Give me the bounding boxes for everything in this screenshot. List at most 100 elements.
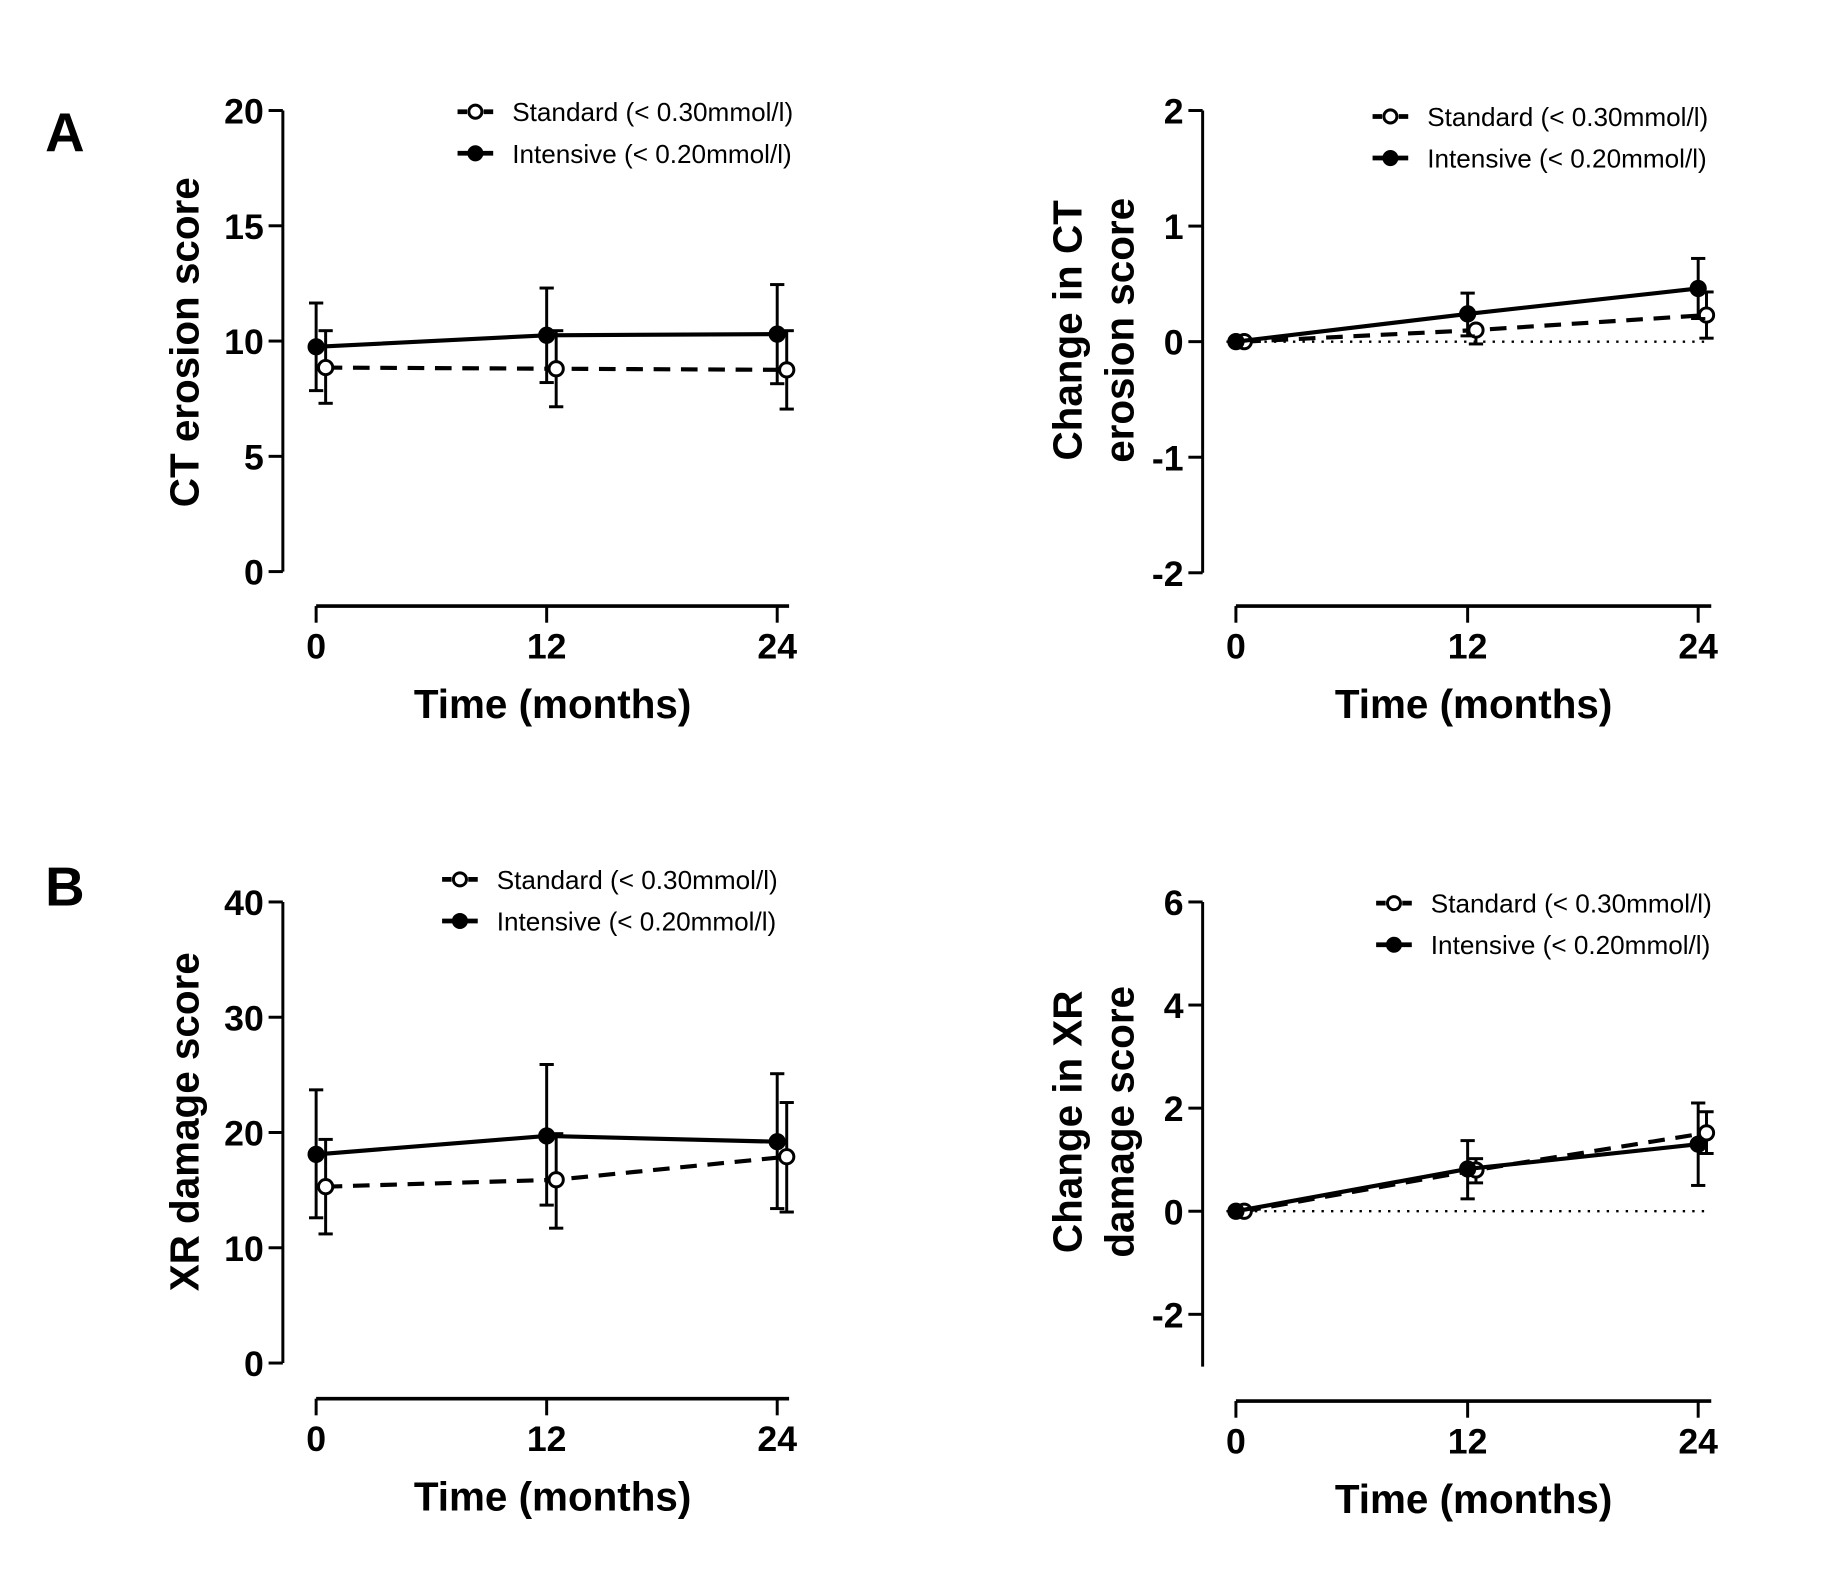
data-point: [317, 358, 335, 377]
legend-marker: [467, 103, 484, 120]
x-tick-label: 12: [1448, 626, 1488, 666]
series-standard: [1235, 290, 1716, 351]
x-tick-label: 24: [1678, 1421, 1718, 1461]
y-tick-label: 1: [1164, 207, 1184, 247]
x-axis-title: Time (months): [414, 1473, 692, 1519]
data-point: [538, 1127, 556, 1145]
data-point: [778, 1148, 796, 1166]
x-tick-label: 0: [306, 626, 326, 666]
x-tick-label: 24: [757, 626, 797, 666]
y-tick-label: 20: [224, 1114, 264, 1154]
data-point: [778, 361, 796, 379]
data-point: [307, 1145, 325, 1164]
data-point: [317, 1178, 335, 1196]
legend-item-intensive: Intensive (< 0.20mmol/l): [457, 139, 792, 169]
y-tick-label: 4: [1164, 986, 1184, 1026]
y-tick-label: 10: [224, 1229, 264, 1269]
legend-item-standard: Standard (< 0.30mmol/l): [457, 97, 793, 127]
series-intensive: [307, 283, 786, 393]
x-tick-label: 12: [527, 1419, 567, 1459]
legend-marker: [451, 871, 468, 888]
y-axis-title: Change in CT: [1044, 200, 1090, 461]
data-point: [1689, 1135, 1707, 1153]
data-point: [1689, 279, 1707, 298]
legend-item-intensive: Intensive (< 0.20mmol/l): [1376, 930, 1710, 960]
legend-label: Intensive (< 0.20mmol/l): [497, 906, 777, 936]
y-tick-label: 10: [224, 322, 264, 362]
y-tick-label: 0: [244, 553, 264, 593]
data-point: [307, 338, 325, 356]
legend-item-intensive: Intensive (< 0.20mmol/l): [442, 906, 776, 936]
legend-marker: [1382, 150, 1399, 167]
x-tick-label: 0: [306, 1419, 326, 1459]
legend-marker: [1385, 936, 1402, 953]
y-tick-label: 0: [1164, 323, 1184, 363]
legend-label: Standard (< 0.30mmol/l): [1431, 889, 1712, 919]
y-tick-label: 30: [224, 998, 264, 1038]
legend-marker: [1385, 895, 1402, 912]
y-tick-label: 0: [1164, 1192, 1184, 1232]
y-tick-label: -1: [1152, 438, 1184, 478]
legend-marker: [451, 912, 468, 929]
y-tick-label: 2: [1164, 1089, 1184, 1129]
series-line: [1243, 1130, 1707, 1214]
chart-panel-B-left: B 0 10 20 30 40 XR damage score 0 12 24 Time (mont…: [45, 857, 797, 1520]
legend-label: Standard (< 0.30mmol/l): [497, 865, 778, 895]
y-tick-label: 0: [244, 1344, 264, 1384]
y-axis-title: damage score: [1097, 986, 1143, 1258]
y-tick-label: 40: [224, 883, 264, 923]
data-point: [538, 326, 556, 344]
legend-item-intensive: Intensive (< 0.20mmol/l): [1372, 144, 1707, 174]
y-tick-label: -2: [1152, 554, 1184, 594]
data-point: [547, 360, 565, 378]
legend-marker: [467, 145, 484, 162]
series-intensive: [1227, 1101, 1707, 1220]
legend-item-standard: Standard (< 0.30mmol/l): [1376, 889, 1712, 919]
y-axis-title: XR damage score: [161, 952, 207, 1291]
x-axis-title: Time (months): [1335, 681, 1613, 727]
y-tick-label: -2: [1152, 1295, 1184, 1335]
data-point: [1459, 305, 1477, 323]
y-tick-label: 20: [224, 92, 264, 132]
chart-panel-A-left: A 0 5 10 15 20 CT erosion score 0 12 24 Time (mont…: [45, 92, 797, 727]
legend-label: Intensive (< 0.20mmol/l): [1431, 930, 1711, 960]
panel-label: A: [45, 102, 84, 163]
y-tick-label: 15: [224, 207, 264, 247]
legend-marker: [1382, 108, 1399, 125]
data-point: [1227, 333, 1245, 351]
x-tick-label: 0: [1226, 626, 1246, 666]
x-axis-title: Time (months): [1335, 1476, 1613, 1522]
series-intensive: [1227, 256, 1707, 351]
y-axis-title: Change in XR: [1044, 991, 1090, 1254]
panel-label: B: [45, 857, 84, 918]
legend-item-standard: Standard (< 0.30mmol/l): [1372, 102, 1708, 132]
series-standard: [317, 329, 796, 411]
y-axis-title: CT erosion score: [161, 177, 207, 507]
data-point: [768, 1133, 786, 1151]
data-point: [1227, 1202, 1245, 1220]
y-tick-label: 6: [1164, 883, 1184, 923]
y-tick-label: 2: [1164, 92, 1184, 132]
x-tick-label: 0: [1226, 1421, 1246, 1461]
legend-label: Intensive (< 0.20mmol/l): [1427, 144, 1707, 174]
data-point: [547, 1171, 565, 1189]
series-standard: [1235, 1110, 1716, 1220]
x-axis-title: Time (months): [414, 681, 692, 727]
series-intensive: [307, 1063, 786, 1220]
x-tick-label: 24: [1678, 626, 1718, 666]
legend-label: Standard (< 0.30mmol/l): [512, 97, 793, 127]
y-tick-label: 5: [244, 437, 264, 477]
y-axis-title: erosion score: [1097, 198, 1143, 463]
legend-item-standard: Standard (< 0.30mmol/l): [442, 865, 778, 895]
x-tick-label: 24: [757, 1419, 797, 1459]
series-standard: [317, 1101, 796, 1236]
legend-label: Standard (< 0.30mmol/l): [1427, 102, 1708, 132]
data-point: [768, 325, 786, 343]
x-tick-label: 12: [1448, 1421, 1488, 1461]
data-point: [1459, 1160, 1477, 1178]
data-point: [1697, 306, 1716, 324]
legend-label: Intensive (< 0.20mmol/l): [512, 139, 792, 169]
